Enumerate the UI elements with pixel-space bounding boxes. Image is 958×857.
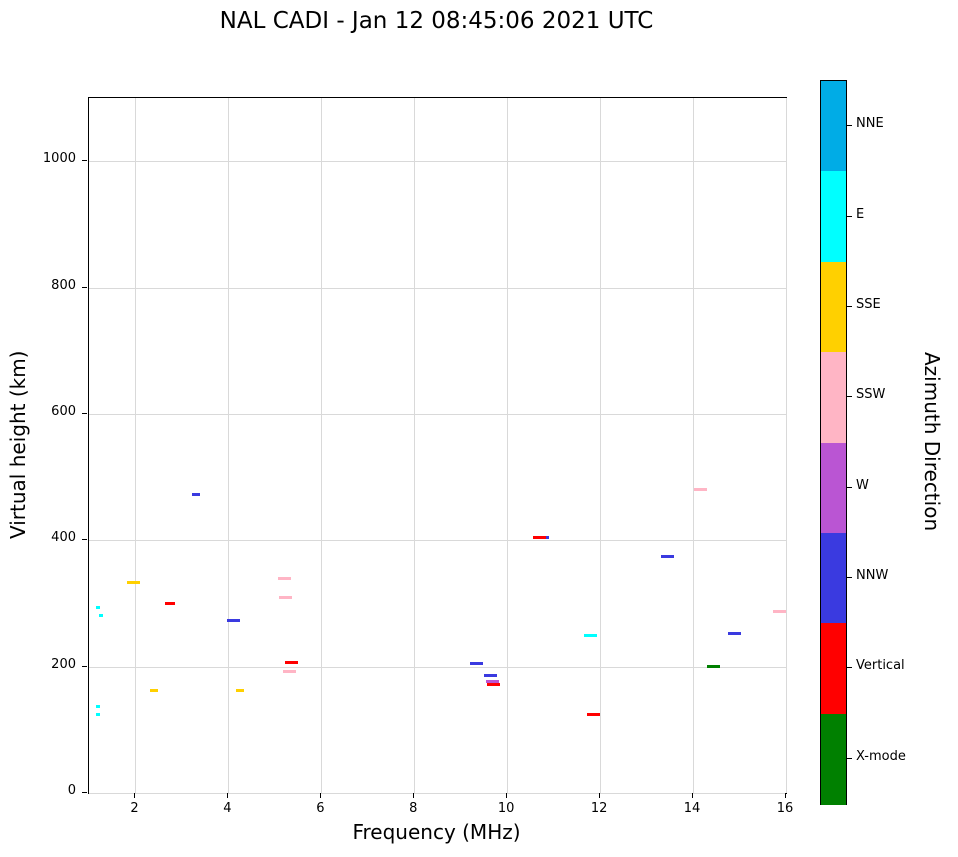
colorbar-tick — [847, 757, 852, 759]
x-tick-label: 10 — [497, 801, 515, 816]
x-tick-label: 6 — [316, 801, 325, 816]
x-axis-label: Frequency (MHz) — [352, 820, 521, 844]
data-point-vertical — [586, 712, 600, 716]
colorbar-segment-e — [821, 171, 846, 263]
gridline-y-1000 — [89, 161, 786, 163]
gridline-y-0 — [89, 793, 786, 794]
data-point-sse — [236, 689, 245, 693]
colorbar-label-nne: NNE — [856, 116, 884, 132]
colorbar-segment-nnw — [821, 532, 846, 624]
y-axis-label: Virtual height (km) — [6, 350, 30, 539]
x-tick-label: 8 — [409, 801, 418, 816]
colorbar-segment-nne — [821, 81, 846, 172]
data-point-sse — [126, 581, 140, 585]
y-tick-label: 0 — [67, 783, 76, 798]
colorbar-tick — [847, 215, 852, 217]
data-point-nnw — [470, 661, 484, 665]
x-tick-label: 16 — [776, 801, 794, 816]
x-tick — [506, 793, 508, 798]
gridline-y-800 — [89, 287, 786, 289]
colorbar-segment-sse — [821, 261, 846, 353]
data-point-w — [485, 680, 499, 684]
gridline-x-16 — [786, 98, 787, 793]
data-point-vertical — [486, 682, 500, 686]
data-point-nnw — [484, 673, 498, 677]
colorbar-title: Azimuth Direction — [920, 351, 944, 532]
data-point-e — [96, 606, 101, 610]
colorbar-tick — [847, 577, 852, 579]
data-point-ssw — [693, 488, 707, 492]
azimuth-colorbar — [820, 80, 847, 805]
colorbar-label-ssw: SSW — [856, 387, 886, 403]
data-point-e — [96, 704, 101, 708]
gridline-x-10 — [507, 98, 509, 793]
y-tick-label: 800 — [51, 277, 76, 293]
x-tick — [692, 793, 694, 798]
data-point-sse — [150, 689, 159, 693]
x-tick-label: 14 — [683, 801, 701, 816]
x-tick — [413, 793, 415, 798]
colorbar-tick — [847, 125, 852, 127]
colorbar-label-vertical: Vertical — [856, 658, 905, 674]
gridline-x-14 — [693, 98, 695, 793]
y-tick-label: 600 — [51, 403, 76, 419]
data-point-ssw — [278, 595, 292, 599]
data-point-nnw — [226, 619, 240, 622]
x-tick — [785, 793, 786, 798]
x-tick — [227, 793, 229, 798]
data-point-ssw — [277, 576, 291, 580]
x-tick — [599, 793, 601, 798]
gridline-x-8 — [414, 98, 416, 793]
y-tick — [82, 665, 87, 667]
colorbar-segment-ssw — [821, 352, 846, 443]
y-tick-label: 400 — [51, 530, 76, 546]
colorbar-label-nnw: NNW — [856, 568, 889, 584]
x-tick-label: 4 — [223, 801, 232, 816]
colorbar-segment-vertical — [821, 623, 846, 715]
y-tick — [82, 792, 87, 793]
gridline-x-12 — [600, 98, 602, 793]
y-tick — [82, 286, 87, 288]
colorbar-segment-x-mode — [821, 713, 846, 805]
data-point-vertical — [165, 601, 176, 605]
colorbar-label-x-mode: X-mode — [856, 748, 906, 764]
data-point-x-mode — [707, 664, 721, 668]
gridline-y-200 — [89, 666, 786, 668]
chart-title: NAL CADI - Jan 12 08:45:06 2021 UTC — [219, 8, 654, 34]
data-point-nnw — [191, 493, 200, 497]
gridline-x-4 — [228, 98, 230, 793]
colorbar-label-e: E — [856, 206, 865, 222]
colorbar-tick — [847, 667, 852, 669]
colorbar-label-w: W — [856, 477, 869, 493]
x-tick — [320, 793, 322, 798]
data-point-e — [96, 713, 101, 717]
plot-area — [88, 97, 787, 794]
colorbar-label-sse: SSE — [856, 296, 881, 312]
gridline-x-6 — [321, 98, 323, 793]
y-tick — [82, 412, 87, 414]
gridline-y-400 — [89, 540, 786, 542]
data-point-nnw — [728, 631, 742, 635]
gridline-x-2 — [135, 98, 137, 793]
data-point-ssw — [283, 669, 297, 673]
data-point-nnw — [661, 554, 674, 558]
data-point-ssw — [772, 609, 786, 613]
y-tick-label: 1000 — [42, 151, 76, 167]
y-tick — [82, 160, 87, 162]
y-tick-label: 200 — [51, 656, 76, 672]
x-tick — [134, 793, 136, 798]
data-point-e — [98, 613, 103, 617]
colorbar-tick — [847, 486, 852, 488]
colorbar-segment-w — [821, 442, 846, 534]
x-tick-label: 12 — [590, 801, 608, 816]
data-point-e — [584, 633, 598, 637]
data-point-vertical — [533, 535, 547, 539]
gridline-y-600 — [89, 413, 786, 415]
colorbar-tick — [847, 396, 852, 398]
data-point-vertical — [284, 661, 298, 665]
x-tick-label: 2 — [130, 801, 139, 816]
y-tick — [82, 539, 87, 541]
colorbar-tick — [847, 305, 852, 307]
